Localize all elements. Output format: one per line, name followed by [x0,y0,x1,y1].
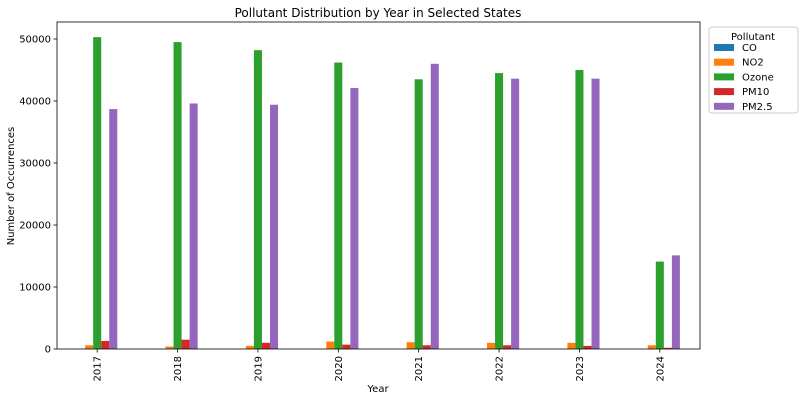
bar-no2-2019 [245,345,254,349]
bar-pm10-2022 [503,345,512,349]
bar-pm25-2024 [671,255,680,349]
bar-pm25-2020 [350,87,359,349]
legend-label: NO2 [742,58,764,69]
bar-ozone-2022 [495,73,504,349]
x-tick-label: 2017 [93,356,104,381]
bar-pm10-2017 [101,340,110,349]
bar-ozone-2023 [575,70,584,350]
bar-ozone-2018 [173,42,182,350]
bar-pm10-2020 [342,344,351,349]
x-tick-label: 2024 [655,356,666,381]
bar-no2-2020 [326,341,335,349]
bar-no2-2021 [406,342,415,349]
bar-pm25-2018 [189,103,198,349]
x-tick-label: 2019 [253,356,264,381]
plot-frame [56,21,701,350]
bar-pm25-2023 [591,78,600,349]
bar-pm25-2019 [269,104,279,349]
bar-no2-2018 [165,346,174,349]
bar-no2-2017 [85,345,94,349]
legend-swatch-pm10 [714,88,734,96]
legend-swatch-ozone [714,73,734,81]
y-tick-label: 30000 [19,159,51,170]
bar-pm10-2018 [181,339,190,349]
bar-no2-2023 [567,342,576,349]
bar-pm10-2019 [261,342,270,349]
legend-title: Pollutant [731,32,775,43]
y-tick-label: 40000 [19,97,51,108]
legend-label: PM2.5 [742,102,773,113]
bar-ozone-2019 [253,50,262,349]
bar-pm25-2022 [511,78,520,349]
legend-label: CO [742,43,757,54]
legend-label: Ozone [742,72,774,83]
x-tick-label: 2022 [495,356,506,381]
legend-swatch-pm25 [714,102,734,110]
y-tick-label: 50000 [19,35,51,46]
x-tick-label: 2018 [173,356,184,381]
x-tick-label: 2023 [575,356,586,381]
bar-pm10-2023 [583,345,592,349]
bar-pm25-2017 [109,109,118,349]
bar-no2-2024 [647,345,656,349]
x-tick-label: 2021 [414,356,425,381]
y-axis-label: Number of Occurrences [6,127,17,246]
legend-swatch-no2 [714,58,734,66]
bar-pm10-2021 [422,345,431,349]
chart-title: Pollutant Distribution by Year in Select… [235,6,522,20]
y-tick-label: 20000 [19,221,51,232]
bar-ozone-2024 [655,261,664,349]
bar-ozone-2020 [334,62,343,349]
legend-swatch-co [714,44,734,51]
x-tick-label: 2020 [334,356,345,381]
bar-pm10-2024 [663,347,672,349]
bar-pm25-2021 [430,63,439,349]
y-tick-label: 0 [45,345,51,356]
y-tick-label: 10000 [19,283,51,294]
legend-label: PM10 [742,87,769,98]
x-axis-label: Year [366,384,389,395]
bar-ozone-2017 [93,37,102,349]
bar-no2-2022 [487,342,496,349]
bar-ozone-2021 [414,79,423,350]
